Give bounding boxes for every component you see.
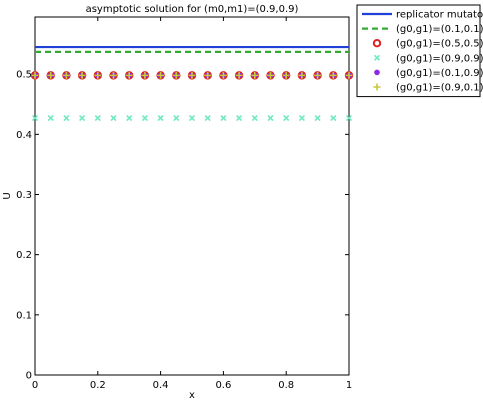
marker <box>157 71 165 79</box>
marker <box>235 71 243 79</box>
marker <box>110 71 117 79</box>
x-tick-label: 1 <box>346 380 352 391</box>
marker <box>79 115 86 122</box>
x-tick-label: 0 <box>32 380 38 391</box>
x-tick-label: 0.8 <box>278 380 294 391</box>
marker <box>204 71 212 79</box>
legend-box <box>356 4 481 98</box>
x-tick-label: 0.4 <box>153 380 169 391</box>
marker <box>94 115 101 122</box>
marker <box>172 71 180 79</box>
marker <box>47 71 55 79</box>
marker <box>330 115 337 122</box>
marker <box>267 71 274 79</box>
marker <box>283 115 290 122</box>
y-axis-label: U <box>2 192 13 199</box>
marker <box>31 115 39 122</box>
marker <box>141 115 148 122</box>
legend-label: (g0,g1)=(0.1,0.1) <box>396 24 483 35</box>
marker <box>236 115 243 122</box>
marker <box>219 71 227 79</box>
marker <box>374 69 380 76</box>
x-axis-label: x <box>189 390 195 401</box>
legend-label: (g0,g1)=(0.9,0.9) <box>396 53 483 64</box>
marker <box>220 115 227 122</box>
marker <box>78 71 86 79</box>
marker <box>314 71 322 79</box>
marker <box>47 115 54 122</box>
legend-label: (g0,g1)=(0.1,0.9) <box>396 68 483 79</box>
marker <box>141 71 149 79</box>
y-tick-label: 0.4 <box>16 130 32 141</box>
marker <box>314 115 321 122</box>
y-tick-label: 0.5 <box>16 70 32 81</box>
x-tick-label: 0.6 <box>215 380 231 391</box>
marker <box>298 115 305 122</box>
plot-area <box>34 16 350 376</box>
marker <box>126 115 133 122</box>
marker <box>62 71 70 79</box>
legend-label: replicator mutator <box>396 10 483 21</box>
marker <box>188 115 196 122</box>
marker <box>251 71 259 79</box>
y-tick-label: 0.1 <box>16 310 32 321</box>
legend-label: (g0,g1)=(0.5,0.5) <box>396 39 483 50</box>
chart-title: asymptotic solution for (m0,m1)=(0.9,0.9… <box>86 4 299 15</box>
marker <box>157 115 164 122</box>
marker <box>267 115 274 122</box>
marker <box>110 115 117 122</box>
marker <box>173 115 180 122</box>
marker <box>345 115 353 122</box>
marker <box>31 71 39 79</box>
marker <box>373 54 381 61</box>
marker <box>298 71 306 79</box>
marker <box>329 71 337 79</box>
marker <box>373 83 381 91</box>
marker <box>94 71 102 79</box>
marker <box>188 71 196 79</box>
marker <box>282 71 290 79</box>
legend-label: (g0,g1)=(0.9,0.1) <box>396 83 483 94</box>
y-tick-label: 0.2 <box>16 250 32 261</box>
marker <box>63 115 70 122</box>
marker <box>372 39 382 48</box>
marker <box>345 71 353 79</box>
marker <box>204 115 211 122</box>
y-tick-label: 0.3 <box>16 190 32 201</box>
marker <box>251 115 258 122</box>
x-tick-label: 0.2 <box>90 380 106 391</box>
marker <box>125 71 133 79</box>
y-tick-label: 0 <box>26 371 32 382</box>
